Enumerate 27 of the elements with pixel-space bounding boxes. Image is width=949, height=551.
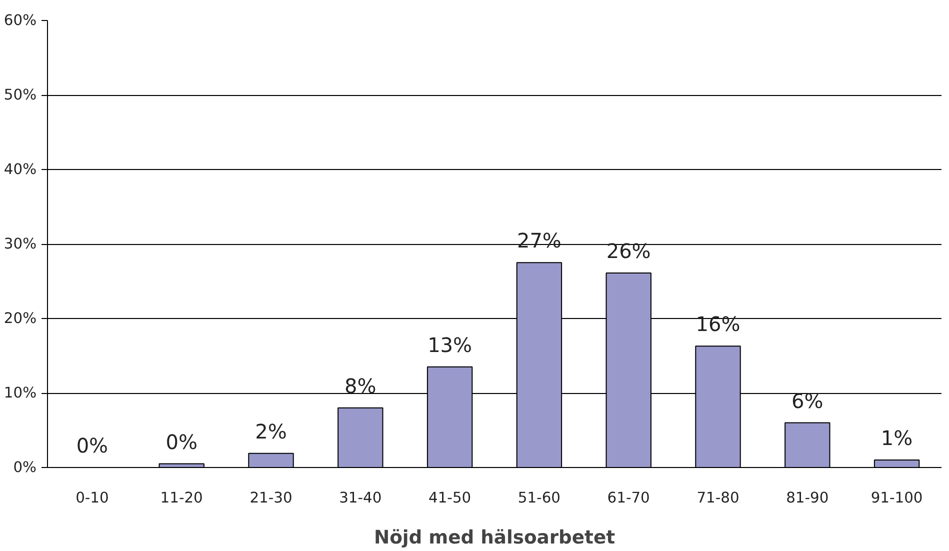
data-label: 16%: [696, 312, 740, 336]
data-label: 1%: [880, 426, 913, 450]
y-tick-label: 20%: [4, 310, 37, 327]
x-tick-label: 91-100: [870, 490, 923, 506]
y-tick-label: 40%: [4, 161, 37, 178]
y-tick-label: 0%: [13, 459, 37, 476]
data-label: 8%: [344, 374, 376, 398]
x-tick-label: 21-30: [250, 490, 292, 506]
x-tick-label: 41-50: [428, 490, 472, 506]
x-tick-label: 0-10: [76, 490, 109, 506]
y-tick-label: 30%: [4, 236, 37, 252]
data-label: 6%: [792, 388, 824, 413]
y-tick-label: 50%: [4, 86, 37, 104]
y-tick-label: 60%: [4, 12, 37, 29]
x-tick-label: 81-90: [786, 490, 829, 506]
x-tick-label: 11-20: [160, 490, 203, 506]
x-tick-label: 31-40: [339, 490, 382, 506]
data-label: 13%: [428, 332, 472, 357]
data-label: 2%: [255, 419, 287, 444]
data-label: 0%: [166, 430, 198, 454]
x-tick-label: 61-70: [607, 490, 650, 506]
data-label: 26%: [606, 239, 651, 264]
x-tick-label: 71-80: [696, 490, 740, 506]
y-tick-label: 10%: [4, 384, 37, 402]
x-axis-title: Nöjd med hälsoarbetet: [374, 528, 616, 548]
x-tick-label: 51-60: [518, 490, 560, 506]
data-label: 0%: [76, 434, 108, 458]
